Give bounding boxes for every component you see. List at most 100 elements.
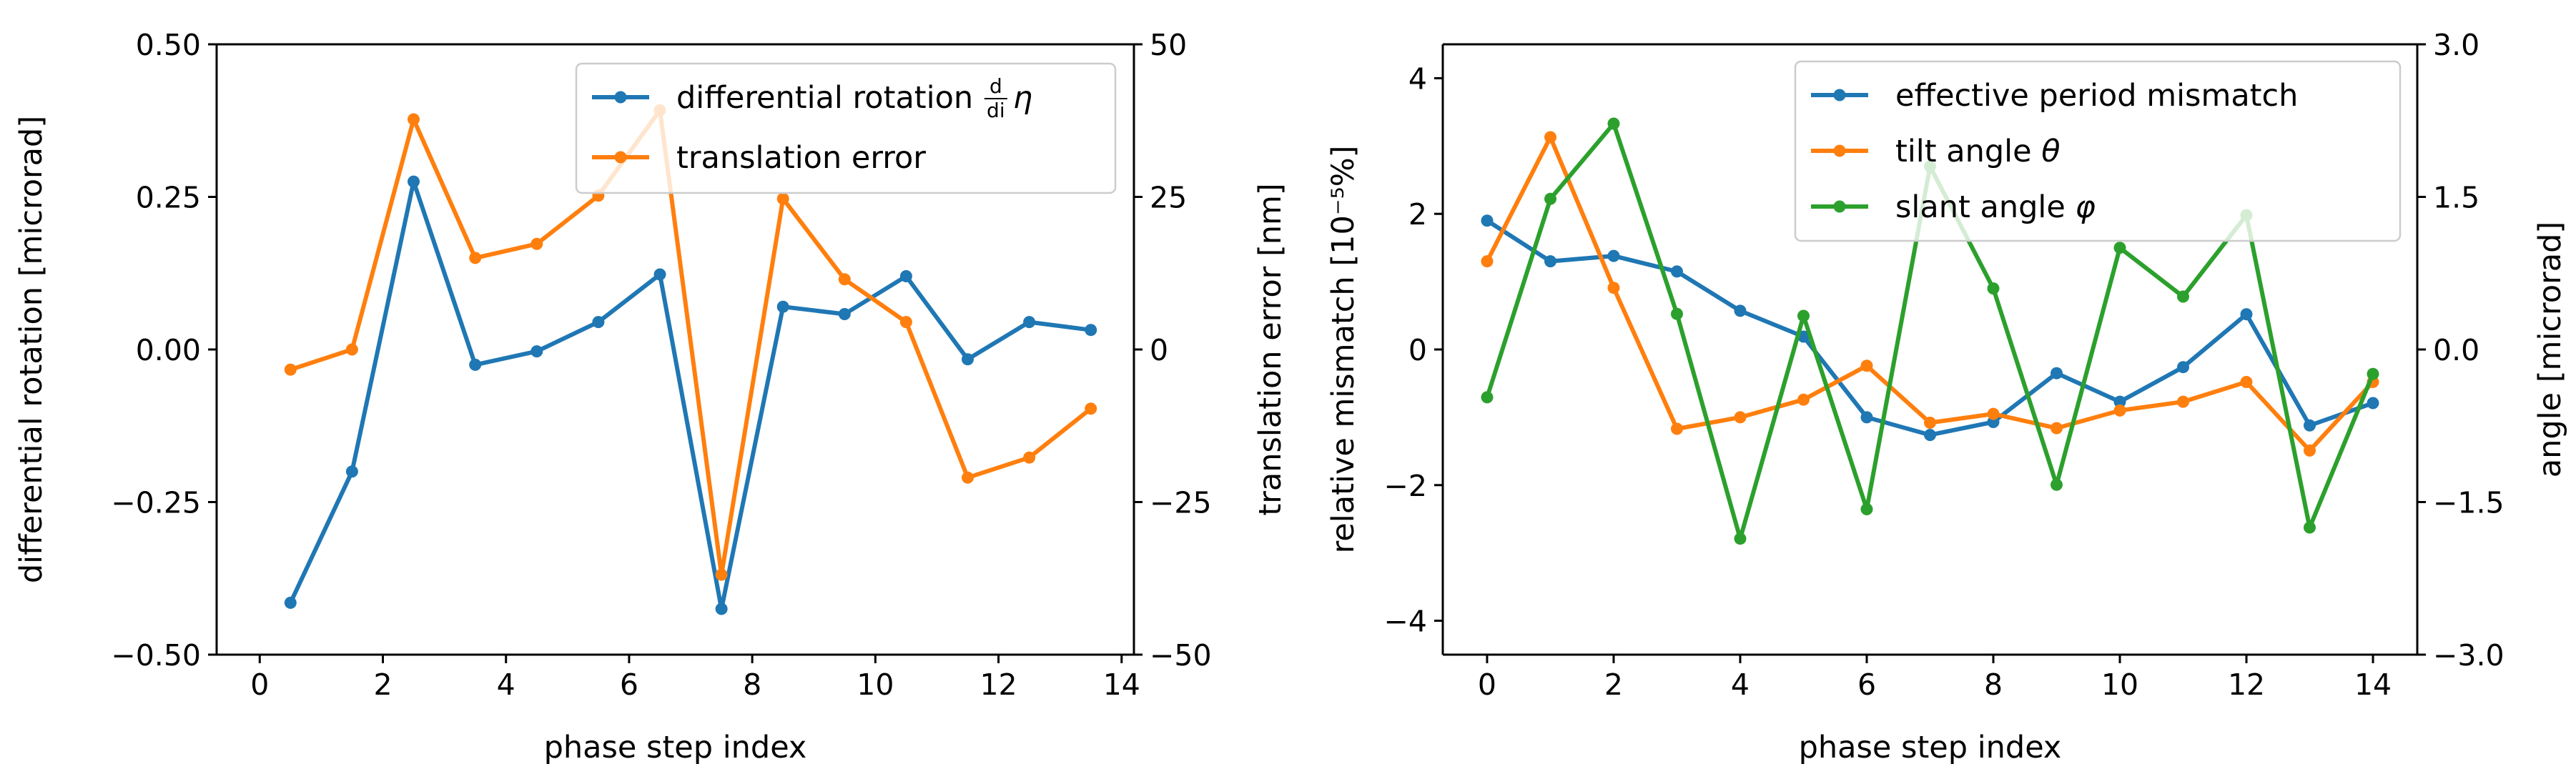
legend: effective period mismatch tilt angle θ sla…: [1794, 60, 2402, 242]
legend-swatch-marker: [1833, 89, 1846, 101]
data-point: [2113, 242, 2126, 254]
x-tick-label: 2: [1604, 668, 1623, 702]
data-point: [1987, 407, 2000, 420]
y-tick-label-left: 2: [1408, 197, 1427, 232]
data-point: [469, 358, 482, 371]
data-point: [1797, 309, 1810, 322]
data-point: [1544, 131, 1556, 144]
data-point: [1797, 393, 1810, 406]
data-point: [2177, 395, 2189, 408]
legend-swatch-marker: [614, 151, 627, 164]
legend-frac-num: d: [990, 74, 1002, 98]
data-point: [1085, 402, 1097, 415]
y-axis-label-left: relative mismatch [10⁻⁵%]: [1326, 146, 1361, 554]
data-point: [531, 345, 543, 358]
data-point: [592, 316, 605, 329]
y-tick-label-right: 50: [1150, 28, 1187, 62]
y-tick-label-left: −4: [1384, 605, 1427, 639]
x-tick-label: 0: [1478, 668, 1496, 702]
y-tick-label-left: 0: [1408, 333, 1427, 367]
y-tick-label-right: 1.5: [2433, 181, 2479, 215]
data-point: [2304, 444, 2316, 457]
data-point: [531, 237, 543, 250]
y-tick-label-right: 3.0: [2433, 28, 2479, 62]
data-point: [1023, 316, 1036, 329]
data-point: [284, 596, 297, 609]
data-point: [345, 465, 358, 478]
data-point: [715, 568, 728, 581]
y-tick-label-left: −2: [1384, 469, 1427, 503]
data-point: [408, 113, 420, 126]
legend-label-text: slant angle: [1895, 189, 2075, 225]
legend-symbol: φ: [2075, 189, 2095, 225]
x-axis-label: phase step index: [1799, 730, 2062, 765]
left-chart-panel: 0 2 4 6 8 10 12 14 −0.50 −0.25 0.00 0.25 0.50 −50 −25 0…: [14, 28, 1288, 765]
data-point: [1860, 503, 1873, 515]
y-tick-label-right: −1.5: [2433, 486, 2505, 520]
data-point: [1924, 429, 1936, 442]
data-point: [1671, 307, 1683, 320]
legend: differential rotation ddi η translation er…: [575, 62, 1117, 194]
series-line-0-1: [287, 108, 1094, 577]
legend-swatch-marker: [614, 91, 627, 104]
data-point: [1544, 255, 1556, 268]
legend-label-text: translation error: [676, 140, 926, 176]
legend-swatch-marker: [1833, 200, 1846, 213]
data-point: [1544, 192, 1556, 205]
data-point: [962, 471, 974, 484]
y-axis-label-right: translation error [nm]: [1253, 183, 1288, 515]
series-line-1-0: [1484, 217, 2376, 437]
x-tick-label: 14: [2354, 668, 2392, 702]
data-point: [2304, 521, 2316, 534]
legend-symbol: θ: [2041, 134, 2060, 169]
y-axis-label-right: angle [microrad]: [2532, 222, 2568, 477]
data-point: [776, 300, 789, 313]
legend-label-text: differential rotation: [676, 80, 983, 116]
data-point: [1860, 359, 1873, 372]
y-tick-label-left: −0.25: [111, 486, 201, 520]
data-point: [1671, 422, 1683, 435]
data-point: [469, 252, 482, 264]
data-point: [2367, 397, 2379, 410]
data-point: [899, 316, 912, 329]
data-point: [2367, 367, 2379, 380]
data-point: [1023, 451, 1036, 464]
data-point: [2113, 395, 2126, 408]
data-point: [1734, 304, 1747, 317]
data-point: [2051, 478, 2063, 491]
series-line-0-0: [287, 179, 1094, 611]
data-point: [1924, 417, 1936, 429]
legend-symbol: η: [1013, 80, 1032, 116]
data-point: [1481, 255, 1494, 268]
x-tick-label: 0: [250, 668, 269, 702]
data-point: [1860, 411, 1873, 424]
y-tick-label-right: −25: [1150, 486, 1212, 520]
y-tick-label-left: 0.50: [136, 28, 201, 62]
data-point: [1481, 391, 1494, 404]
legend-label: differential rotation: [676, 80, 983, 116]
right-chart-panel: 0 2 4 6 8 10 12 14 −4 −2 0 2 4 −3.0 −1.5 0.0 1.5 3.0 phase…: [1326, 28, 2568, 765]
legend-label: slant angle φ: [1895, 189, 2096, 225]
legend-label-text: tilt angle: [1895, 134, 2041, 169]
y-tick-label-right: −3.0: [2433, 638, 2505, 673]
y-tick-label-right: 0: [1150, 333, 1168, 367]
data-point: [1671, 265, 1683, 278]
data-point: [2051, 367, 2063, 379]
legend-label: translation error: [676, 140, 926, 176]
data-point: [1481, 214, 1494, 227]
data-point: [1607, 117, 1620, 130]
data-point: [2304, 419, 2316, 432]
x-tick-label: 2: [373, 668, 392, 702]
data-point: [2177, 290, 2189, 303]
x-tick-label: 4: [1731, 668, 1750, 702]
x-tick-label: 8: [1984, 668, 2003, 702]
y-tick-label-left: 0.00: [136, 333, 201, 367]
data-point: [962, 353, 974, 366]
data-point: [1987, 282, 2000, 295]
x-tick-label: 12: [979, 668, 1017, 702]
x-tick-label: 8: [743, 668, 761, 702]
x-tick-label: 6: [1857, 668, 1876, 702]
data-point: [715, 602, 728, 615]
x-tick-label: 14: [1103, 668, 1140, 702]
x-axis-label: phase step index: [544, 730, 807, 765]
